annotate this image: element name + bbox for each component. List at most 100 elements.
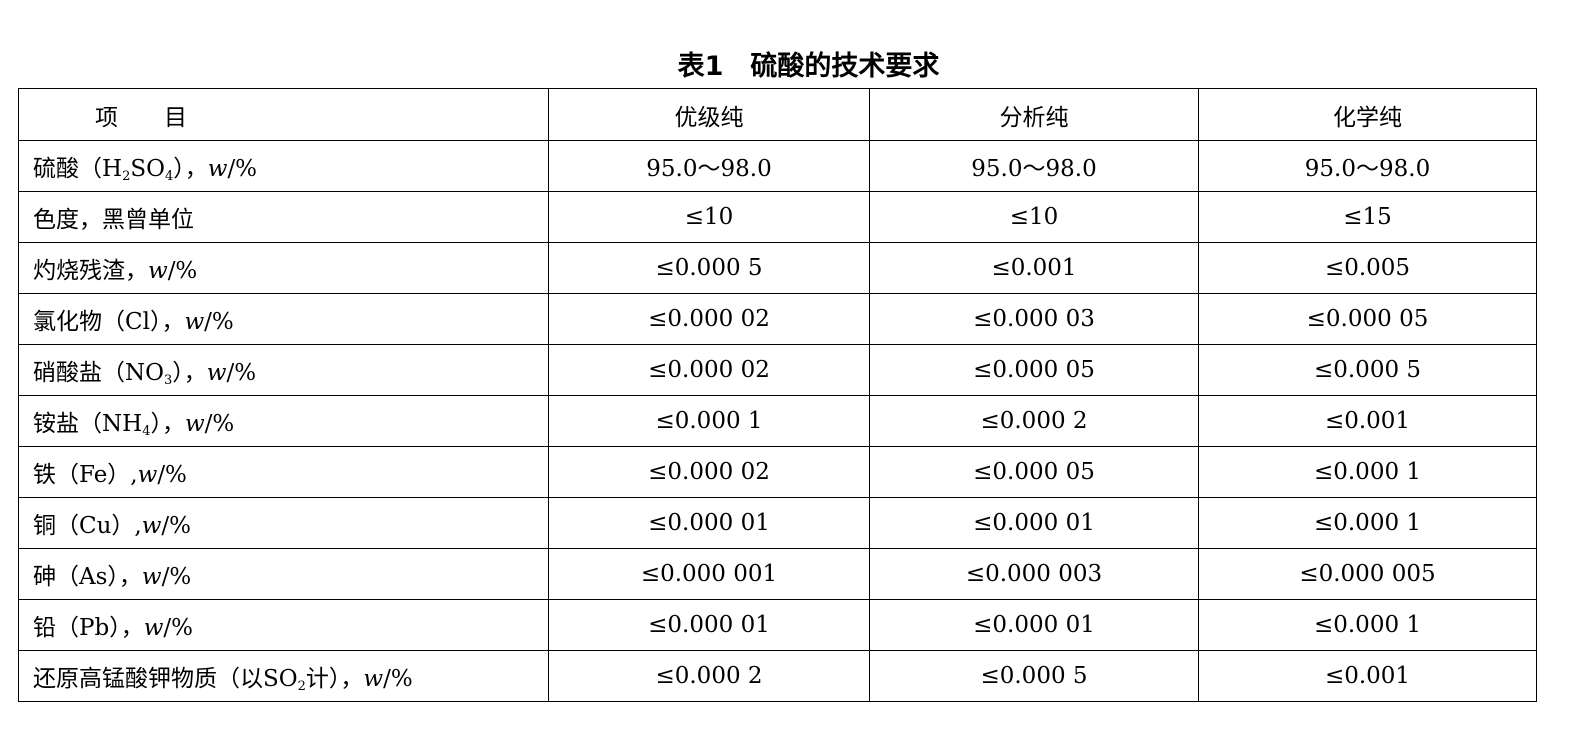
italic-symbol: w (141, 564, 162, 590)
row-label: 硫酸（H2SO4），w/% (18, 140, 549, 192)
label-text: 铜（Cu）, (33, 513, 142, 539)
value-cell: ≤0.000 01 (548, 497, 870, 549)
subscript: 2 (122, 168, 131, 184)
row-label: 铅（Pb），w/% (18, 599, 549, 651)
italic-symbol: w (148, 258, 168, 284)
value-cell: ≤0.001 (869, 242, 1199, 294)
label-text: ）， (173, 155, 208, 182)
row-label: 铁（Fe）,w/% (18, 446, 549, 498)
header-chemically-pure: 化学纯 (1198, 88, 1537, 141)
label-text: 铅（Pb）， (33, 615, 144, 641)
table-row: 砷（As），w/% ≤0.000 001 ≤0.000 003 ≤0.000 005 (18, 548, 1537, 600)
value-cell: ≤15 (1198, 191, 1537, 243)
italic-symbol: w (206, 359, 227, 386)
value-cell: ≤0.000 5 (1198, 344, 1537, 396)
row-label: 砷（As），w/% (18, 548, 549, 600)
subscript: 3 (163, 372, 173, 388)
table-title: 表1 硫酸的技术要求 (677, 51, 940, 82)
row-label: 氯化物（Cl），w/% (18, 293, 549, 345)
value-cell: ≤0.000 5 (548, 242, 870, 294)
value-cell: ≤0.000 5 (869, 650, 1199, 702)
value-cell: ≤0.000 01 (548, 599, 870, 651)
value-cell: ≤0.000 1 (1198, 599, 1537, 651)
label-text: /% (167, 258, 198, 284)
value-cell: ≤0.001 (1198, 395, 1537, 447)
table-row: 铜（Cu）,w/% ≤0.000 01 ≤0.000 01 ≤0.000 1 (18, 497, 1537, 549)
value-cell: ≤0.000 01 (869, 599, 1199, 651)
value-cell: ≤0.000 05 (869, 446, 1199, 498)
table-row: 铁（Fe）,w/% ≤0.000 02 ≤0.000 05 ≤0.000 1 (18, 446, 1537, 498)
row-label: 硝酸盐（NO3），w/% (18, 344, 549, 396)
value-cell: ≤0.000 1 (1198, 497, 1537, 549)
value-cell: 95.0～98.0 (869, 140, 1199, 192)
subscript: 2 (297, 678, 306, 694)
value-cell: ≤10 (548, 191, 870, 243)
label-text: /% (383, 665, 413, 692)
value-cell: ≤0.000 02 (548, 446, 870, 498)
row-label: 铜（Cu）,w/% (18, 497, 549, 549)
subscript: 4 (164, 168, 174, 184)
subscript: 4 (142, 423, 151, 439)
header-guaranteed-reagent: 优级纯 (548, 88, 870, 141)
label-text: 砷（As）， (33, 564, 142, 590)
italic-symbol: w (143, 615, 164, 641)
value-cell: ≤0.000 2 (548, 650, 870, 702)
value-cell: ≤0.005 (1198, 242, 1537, 294)
italic-symbol: w (137, 462, 158, 488)
value-cell: ≤0.000 05 (869, 344, 1199, 396)
table-row: 还原高锰酸钾物质（以SO2计），w/% ≤0.000 2 ≤0.000 5 ≤0.00… (18, 650, 1537, 702)
value-cell: 95.0～98.0 (1198, 140, 1537, 192)
table-row: 硝酸盐（NO3），w/% ≤0.000 02 ≤0.000 05 ≤0.000 5 (18, 344, 1537, 396)
value-cell: ≤0.000 1 (548, 395, 870, 447)
sulfuric-acid-spec-table: 项 目 优级纯 分析纯 化学纯 硫酸（H2SO4），w/% 95.0～98.0 95… (18, 88, 1537, 702)
table-row: 灼烧残渣，w/% ≤0.000 5 ≤0.001 ≤0.005 (18, 242, 1537, 294)
value-cell: ≤0.000 03 (869, 293, 1199, 345)
value-cell: ≤0.000 02 (548, 293, 870, 345)
label-text: /% (161, 513, 192, 539)
label-text: 铵盐（NH (33, 410, 143, 437)
table-row: 硫酸（H2SO4），w/% 95.0～98.0 95.0～98.0 95.0～98.0 (18, 140, 1537, 192)
italic-symbol: w (363, 665, 384, 692)
value-cell: ≤0.000 005 (1198, 548, 1537, 600)
table-row: 氯化物（Cl），w/% ≤0.000 02 ≤0.000 03 ≤0.000 05 (18, 293, 1537, 345)
label-text: /% (227, 155, 258, 182)
label-text: /% (163, 615, 193, 641)
row-label: 色度，黑曾单位 (18, 191, 549, 243)
label-text: 灼烧残渣， (33, 258, 148, 284)
value-cell: ≤0.000 2 (869, 395, 1199, 447)
italic-symbol: w (141, 513, 162, 539)
header-row: 项 目 优级纯 分析纯 化学纯 (18, 88, 1537, 141)
header-analytical-reagent: 分析纯 (869, 88, 1199, 141)
table-row: 铅（Pb），w/% ≤0.000 01 ≤0.000 01 ≤0.000 1 (18, 599, 1537, 651)
label-text: /% (204, 309, 234, 335)
value-cell: ≤0.000 1 (1198, 446, 1537, 498)
label-text: /% (157, 462, 187, 488)
row-label: 铵盐（NH4），w/% (18, 395, 549, 447)
label-text: 硝酸盐（NO (33, 359, 164, 386)
row-label: 还原高锰酸钾物质（以SO2计），w/% (18, 650, 549, 702)
label-text: /% (161, 564, 192, 590)
value-cell: ≤0.001 (1198, 650, 1537, 702)
row-label: 灼烧残渣，w/% (18, 242, 549, 294)
italic-symbol: w (207, 155, 228, 182)
value-cell: ≤0.000 02 (548, 344, 870, 396)
label-text: 硫酸（H (33, 155, 123, 182)
italic-symbol: w (184, 410, 205, 437)
label-text: ）， (172, 359, 207, 386)
label-text: ）， (150, 410, 185, 437)
label-text: 铁（Fe）, (33, 462, 138, 488)
label-text: 还原高锰酸钾物质（以SO (33, 665, 298, 692)
value-cell: 95.0～98.0 (548, 140, 870, 192)
label-text: 色度，黑曾单位 (33, 207, 194, 233)
value-cell: ≤0.000 001 (548, 548, 870, 600)
label-text: 氯化物（Cl）， (33, 309, 185, 335)
label-text: /% (226, 359, 257, 386)
label-text: 计）， (305, 665, 364, 692)
table-row: 铵盐（NH4），w/% ≤0.000 1 ≤0.000 2 ≤0.001 (18, 395, 1537, 447)
value-cell: ≤10 (869, 191, 1199, 243)
label-text: /% (204, 410, 235, 437)
table-row: 色度，黑曾单位 ≤10 ≤10 ≤15 (18, 191, 1537, 243)
value-cell: ≤0.000 003 (869, 548, 1199, 600)
label-text: SO (130, 155, 165, 182)
header-item: 项 目 (18, 88, 549, 141)
